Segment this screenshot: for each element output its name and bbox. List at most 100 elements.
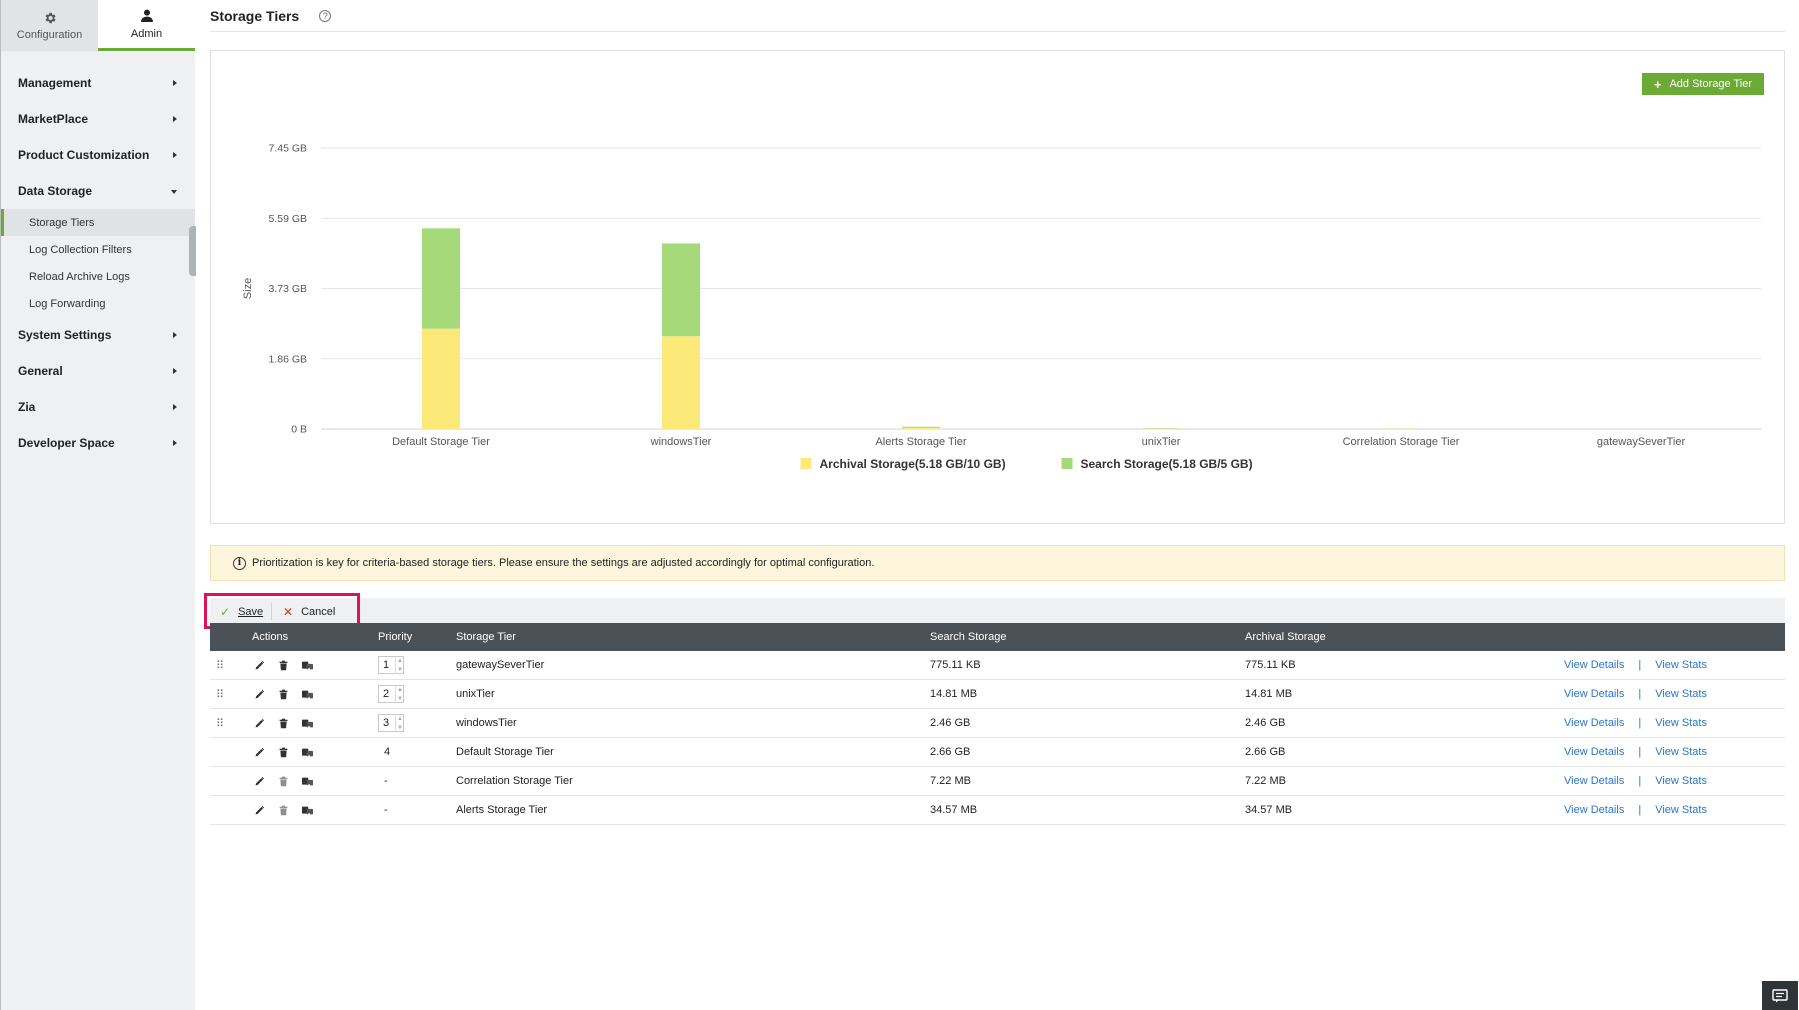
view-details-link[interactable]: View Details xyxy=(1564,659,1625,671)
chevron-right-icon xyxy=(173,368,177,374)
view-stats-link[interactable]: View Stats xyxy=(1655,717,1707,729)
priority-cell: 1 ▲ ▼ xyxy=(378,651,404,679)
tab-admin[interactable]: Admin xyxy=(98,0,195,51)
drag-handle-icon[interactable]: ⠿ xyxy=(216,659,225,672)
chevron-right-icon xyxy=(173,116,177,122)
row-actions xyxy=(252,680,324,708)
sidebar-item-general[interactable]: General xyxy=(1,353,195,389)
help-icon[interactable]: ? xyxy=(319,9,332,22)
table-header: Actions Priority Storage Tier Search Sto… xyxy=(210,623,1785,651)
y-tick-label: 3.73 GB xyxy=(268,283,307,295)
view-details-link[interactable]: View Details xyxy=(1564,804,1625,816)
view-details-link[interactable]: View Details xyxy=(1564,746,1625,758)
header-storage-tier[interactable]: Storage Tier xyxy=(456,631,516,643)
storage-tier-name: gatewaySeverTier xyxy=(456,659,545,671)
delete-icon[interactable] xyxy=(276,687,290,701)
sidebar-subitem-reload-archive-logs[interactable]: Reload Archive Logs xyxy=(1,263,195,290)
chat-button[interactable] xyxy=(1762,981,1798,1010)
gear-icon xyxy=(45,12,56,23)
page-header: Storage Tiers ? xyxy=(210,0,1785,32)
delete-icon[interactable] xyxy=(276,745,290,759)
drag-handle-icon[interactable]: ⠿ xyxy=(216,688,225,701)
view-details-link[interactable]: View Details xyxy=(1564,717,1625,729)
add-storage-tier-label: Add Storage Tier xyxy=(1669,78,1752,90)
sidebar-item-data-storage[interactable]: Data Storage xyxy=(1,173,195,209)
priority-value: 4 xyxy=(384,746,391,758)
sidebar-item-developer-space[interactable]: Developer Space xyxy=(1,425,195,461)
table-row: ⠿ 3 ▲ ▼ windowsTier 2.46 GB 2.46 GB View Deta… xyxy=(210,709,1785,738)
sidebar-item-marketplace[interactable]: MarketPlace xyxy=(1,101,195,137)
sidebar-subitem-label: Reload Archive Logs xyxy=(29,270,130,283)
table-row: - Alerts Storage Tier 34.57 MB 34.57 MB Vie… xyxy=(210,796,1785,825)
save-label: Save xyxy=(238,605,264,618)
sidebar-item-zia[interactable]: Zia xyxy=(1,389,195,425)
priority-stepper[interactable]: 2 ▲ ▼ xyxy=(378,685,404,703)
chat-icon xyxy=(1772,988,1788,1002)
edit-icon[interactable] xyxy=(252,745,266,759)
delete-icon[interactable] xyxy=(276,658,290,672)
sidebar-subitem-storage-tiers[interactable]: Storage Tiers xyxy=(1,209,195,236)
move-data-icon[interactable] xyxy=(300,687,314,701)
sidebar-item-label: MarketPlace xyxy=(18,112,89,126)
view-stats-link[interactable]: View Stats xyxy=(1655,775,1707,787)
sidebar-subitem-log-collection-filters[interactable]: Log Collection Filters xyxy=(1,236,195,263)
legend-label: Archival Storage(5.18 GB/10 GB) xyxy=(820,457,1006,471)
move-data-icon[interactable] xyxy=(300,716,314,730)
edit-icon[interactable] xyxy=(252,774,266,788)
storage-tier-name: Default Storage Tier xyxy=(456,746,554,758)
tab-configuration-label: Configuration xyxy=(16,28,83,41)
edit-icon[interactable] xyxy=(252,803,266,817)
search-storage-value: 14.81 MB xyxy=(930,688,978,700)
header-search-storage[interactable]: Search Storage xyxy=(930,631,1007,643)
header-priority[interactable]: Priority xyxy=(378,631,413,643)
delete-icon[interactable] xyxy=(276,803,290,817)
sidebar-collapse-handle[interactable] xyxy=(189,226,196,276)
sidebar-item-management[interactable]: Management xyxy=(1,65,195,101)
view-stats-link[interactable]: View Stats xyxy=(1655,688,1707,700)
delete-icon[interactable] xyxy=(276,774,290,788)
sidebar-item-system-settings[interactable]: System Settings xyxy=(1,317,195,353)
view-stats-link[interactable]: View Stats xyxy=(1655,659,1707,671)
delete-icon[interactable] xyxy=(276,716,290,730)
edit-icon[interactable] xyxy=(252,716,266,730)
move-data-icon[interactable] xyxy=(300,658,314,672)
sidebar-top-tabs: Configuration Admin xyxy=(1,0,195,51)
priority-stepper[interactable]: 3 ▲ ▼ xyxy=(378,714,404,732)
bar-segment xyxy=(902,426,940,428)
view-details-link[interactable]: View Details xyxy=(1564,688,1625,700)
link-separator: | xyxy=(1638,688,1642,700)
drag-handle-icon[interactable]: ⠿ xyxy=(216,717,225,730)
priority-value: 2 xyxy=(383,688,390,700)
legend-swatch xyxy=(800,458,812,469)
move-data-icon[interactable] xyxy=(300,803,314,817)
move-data-icon[interactable] xyxy=(300,745,314,759)
y-tick-label: 1.86 GB xyxy=(268,353,307,365)
sidebar-item-label: Zia xyxy=(18,400,36,414)
sidebar-item-product-customization[interactable]: Product Customization xyxy=(1,137,195,173)
sidebar-subitem-log-forwarding[interactable]: Log Forwarding xyxy=(1,290,195,317)
stepper-arrows-icon[interactable]: ▲ ▼ xyxy=(395,656,404,674)
cancel-label: Cancel xyxy=(301,605,336,618)
view-stats-link[interactable]: View Stats xyxy=(1655,804,1707,816)
move-data-icon[interactable] xyxy=(300,774,314,788)
archival-storage-value: 2.46 GB xyxy=(1245,717,1286,729)
edit-icon[interactable] xyxy=(252,687,266,701)
priority-stepper[interactable]: 1 ▲ ▼ xyxy=(378,656,404,674)
tab-admin-label: Admin xyxy=(130,28,163,40)
archival-storage-value: 775.11 KB xyxy=(1245,659,1296,671)
chevron-right-icon xyxy=(173,440,177,446)
stepper-arrows-icon[interactable]: ▲ ▼ xyxy=(395,685,404,703)
row-actions xyxy=(252,651,324,679)
tab-configuration[interactable]: Configuration xyxy=(1,0,98,51)
add-storage-tier-button[interactable]: + Add Storage Tier xyxy=(1641,73,1764,95)
header-archival-storage[interactable]: Archival Storage xyxy=(1245,631,1326,643)
storage-tier-name: windowsTier xyxy=(456,717,517,729)
edit-icon[interactable] xyxy=(252,658,266,672)
stepper-arrows-icon[interactable]: ▲ ▼ xyxy=(395,714,404,732)
view-details-link[interactable]: View Details xyxy=(1564,775,1625,787)
save-button[interactable]: ✓ Save xyxy=(220,601,264,622)
view-stats-link[interactable]: View Stats xyxy=(1655,746,1707,758)
close-icon: ✕ xyxy=(283,604,294,619)
link-separator: | xyxy=(1638,717,1642,729)
cancel-button[interactable]: ✕ Cancel xyxy=(283,601,336,622)
